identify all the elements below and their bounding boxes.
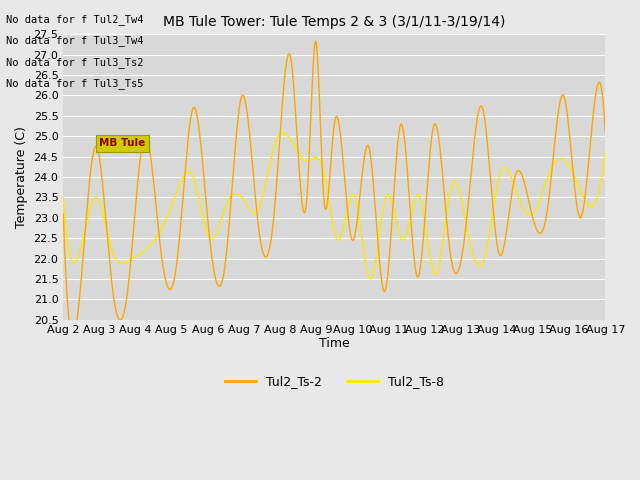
Text: MB Tule: MB Tule (99, 138, 145, 148)
Y-axis label: Temperature (C): Temperature (C) (15, 126, 28, 228)
Title: MB Tule Tower: Tule Temps 2 & 3 (3/1/11-3/19/14): MB Tule Tower: Tule Temps 2 & 3 (3/1/11-… (163, 15, 506, 29)
Text: No data for f Tul3_Ts5: No data for f Tul3_Ts5 (6, 78, 144, 89)
Text: No data for f Tul3_Tw4: No data for f Tul3_Tw4 (6, 35, 144, 46)
Legend: Tul2_Ts-2, Tul2_Ts-8: Tul2_Ts-2, Tul2_Ts-8 (220, 371, 449, 394)
X-axis label: Time: Time (319, 337, 349, 350)
Text: No data for f Tul2_Tw4: No data for f Tul2_Tw4 (6, 13, 144, 24)
Text: No data for f Tul3_Ts2: No data for f Tul3_Ts2 (6, 57, 144, 68)
